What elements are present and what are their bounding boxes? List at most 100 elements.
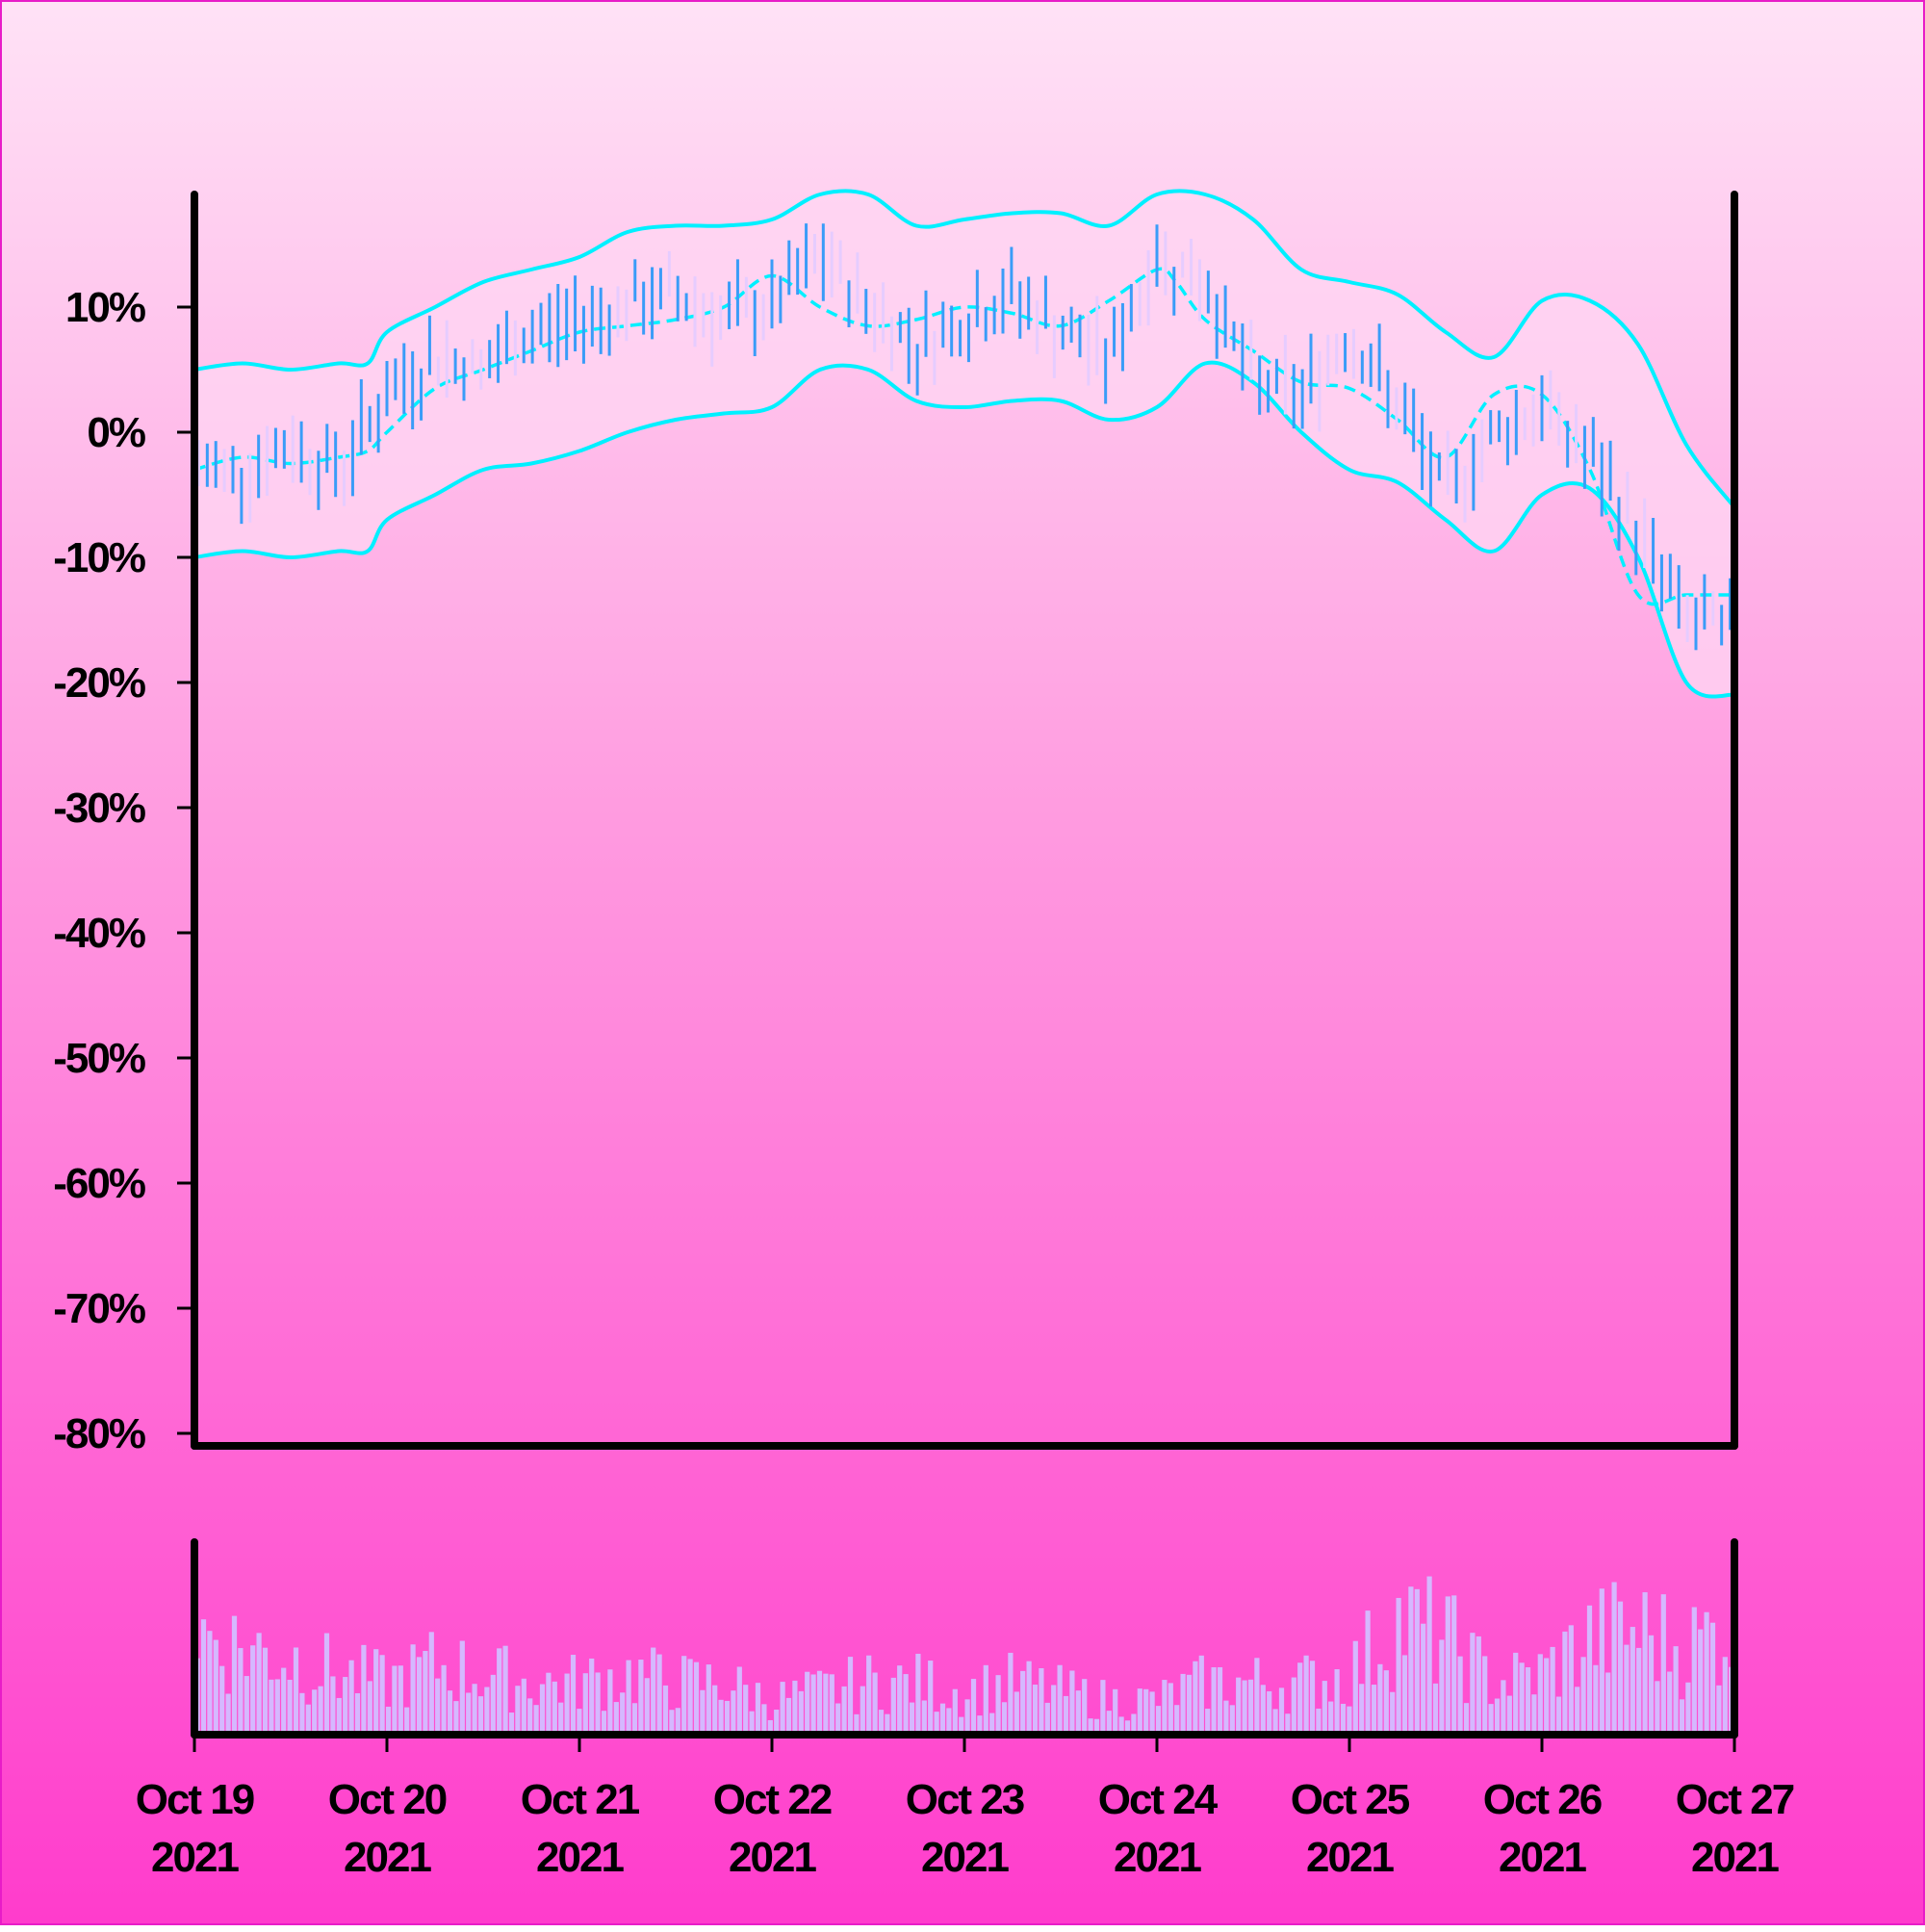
volume-bar [595,1672,601,1735]
volume-bar [1482,1656,1488,1735]
volume-bar [1457,1656,1463,1735]
volume-bar [1063,1695,1069,1735]
volume-bar [1082,1679,1088,1735]
volume-bar [693,1662,700,1735]
volume-bar [1088,1718,1093,1735]
volume-bar [262,1647,269,1735]
volume-bar [582,1673,588,1735]
volume-bar [1568,1625,1574,1735]
volume-bar [626,1660,631,1735]
x-tick-label: Oct 26 [1483,1776,1602,1823]
volume-bar [1106,1711,1112,1735]
volume-bar [1704,1611,1709,1735]
volume-bar [1328,1701,1334,1735]
volume-bar [466,1692,472,1735]
volume-bar [1377,1663,1383,1735]
x-tick-year-label: 2021 [921,1834,1009,1881]
volume-bar [1390,1691,1396,1735]
volume-bar [502,1645,508,1735]
volume-bar [1562,1631,1568,1735]
y-tick-label: 0% [87,409,144,456]
volume-bar [219,1665,225,1735]
volume-bar [385,1706,392,1735]
volume-bar [1544,1658,1550,1735]
volume-bar [1679,1699,1685,1735]
volume-bar [749,1711,755,1735]
volume-bar [200,1619,207,1735]
volume-bar [829,1674,834,1735]
x-tick-label: Oct 19 [136,1776,254,1823]
volume-bar [1267,1690,1272,1735]
volume-bar [706,1664,711,1735]
volume-bar [367,1681,372,1735]
volume-bar [1525,1667,1531,1735]
volume-bar [1655,1681,1660,1735]
volume-bar [1494,1698,1501,1735]
volume-bar [1463,1703,1470,1735]
volume-bar [1408,1586,1414,1735]
volume-bar [687,1659,693,1735]
volume-bar [552,1681,557,1735]
volume-bar [1229,1705,1235,1735]
volume-bar [527,1698,533,1735]
volume-bar [1026,1661,1032,1735]
x-tick-label: Oct 27 [1676,1776,1794,1823]
ohlc-bars-layer [196,223,1732,651]
volume-bar [1347,1706,1352,1735]
volume-bar [484,1687,490,1735]
volume-bar [1124,1720,1131,1735]
volume-bar [1722,1657,1728,1735]
volume-bar [1309,1661,1316,1735]
volume-bar [1168,1683,1173,1735]
volume-bar [1426,1576,1432,1735]
volume-bar [805,1671,810,1735]
volume-bar [1278,1687,1285,1735]
volume-bar [1143,1688,1149,1735]
x-tick-year-label: 2021 [1114,1834,1201,1881]
volume-bar [885,1713,890,1735]
volume-bar [718,1699,724,1735]
volume-bar [1519,1662,1525,1735]
volume-bar [952,1688,958,1735]
volume-bar [1131,1713,1137,1735]
volume-bar [755,1683,761,1735]
upper-band-line [193,189,1736,509]
volume-bar [909,1702,915,1735]
volume-bar [287,1679,293,1735]
volume-bar [1291,1677,1296,1735]
volume-bar [681,1656,687,1735]
volume-bar [841,1686,847,1735]
volume-bar [761,1704,767,1735]
volume-bar [1014,1691,1019,1735]
volume-bar [1069,1670,1075,1735]
y-tick-label: 10% [65,284,145,331]
x-tick-year-label: 2021 [344,1834,431,1881]
volume-bar [983,1664,988,1735]
volume-bar [1057,1664,1063,1735]
volume-bar [323,1633,330,1735]
volume-bar [866,1655,872,1735]
band-fill [194,191,1734,697]
lower-band-line [193,360,1735,699]
volume-bar [1550,1646,1555,1735]
volume-bar [1365,1610,1371,1735]
volume-bar [780,1682,785,1735]
volume-bar [939,1703,946,1735]
volume-bar [207,1631,213,1735]
volume-bar [1371,1685,1377,1735]
volume-bar [1285,1713,1291,1735]
volume-bar [1174,1705,1180,1735]
volume-bar [231,1615,238,1735]
volume-bar [1580,1657,1586,1735]
volume-bar [620,1692,626,1735]
volume-bar [1205,1708,1211,1735]
volume-bar [1001,1702,1008,1735]
volume-bar [823,1673,829,1735]
volume-bar [564,1673,570,1735]
volume-bar [490,1674,496,1735]
volume-bar [1611,1582,1617,1735]
volume-bar [336,1697,342,1735]
volume-bar [921,1700,927,1735]
volume-bar [577,1709,582,1735]
